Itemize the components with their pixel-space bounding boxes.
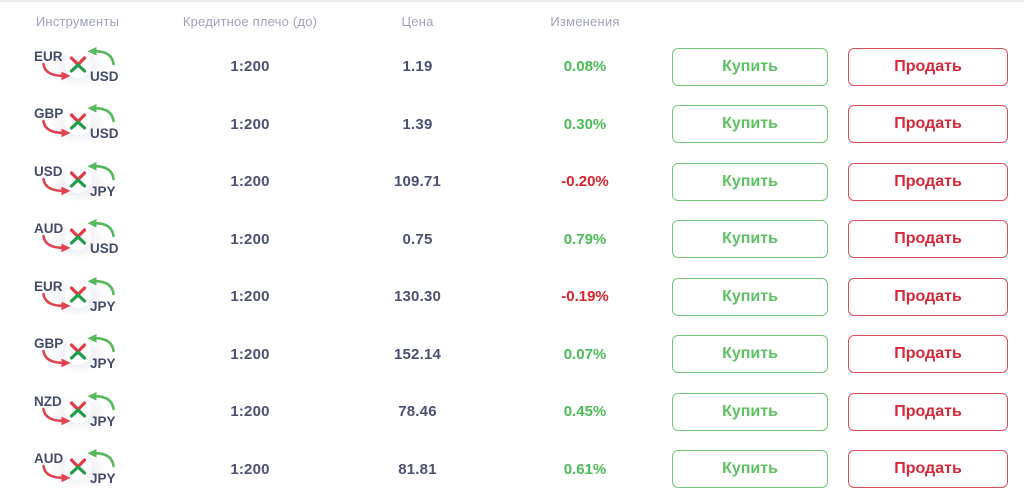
sell-button[interactable]: Продать (848, 392, 1008, 431)
leverage-value: 1:200 (230, 288, 270, 306)
table-row: AUD USD 1:200 0.75 0.79% Купить Продать (0, 211, 1024, 269)
change-value: 0.79% (563, 230, 607, 248)
instrument-cell: GBP JPY (0, 332, 165, 376)
base-currency-label: EUR (34, 279, 63, 294)
change-value: -0.19% (561, 288, 609, 306)
quote-currency-label: USD (90, 69, 119, 84)
change-value: 0.61% (563, 460, 607, 478)
change-value: -0.20% (561, 173, 609, 191)
sell-button[interactable]: Продать (848, 162, 1008, 201)
header-leverage: Кредитное плечо (до) (182, 13, 318, 29)
buy-button[interactable]: Купить (672, 162, 828, 201)
base-currency-label: EUR (34, 49, 63, 64)
buy-button[interactable]: Купить (672, 450, 828, 489)
currency-exchange-icon: GBP USD (34, 102, 119, 146)
quote-currency-label: JPY (90, 356, 116, 371)
buy-button[interactable]: Купить (672, 392, 828, 431)
table-row: USD JPY 1:200 109.71 -0.20% Купить Прода… (0, 153, 1024, 211)
quote-currency-label: USD (90, 126, 119, 141)
instrument-cell: AUD JPY (0, 447, 165, 491)
price-value: 81.81 (398, 460, 437, 478)
currency-exchange-icon: EUR USD (34, 45, 119, 89)
table-row: EUR JPY 1:200 130.30 -0.19% Купить Прода… (0, 268, 1024, 326)
quote-currency-label: JPY (90, 414, 116, 429)
instrument-cell: GBP USD (0, 102, 165, 146)
price-value: 78.46 (398, 403, 437, 421)
change-value: 0.45% (563, 403, 607, 421)
quote-currency-label: JPY (90, 471, 116, 486)
header-price: Цена (401, 13, 434, 29)
leverage-value: 1:200 (230, 230, 270, 248)
sell-button[interactable]: Продать (848, 335, 1008, 374)
quote-currency-label: JPY (90, 299, 116, 314)
table-row: AUD JPY 1:200 81.81 0.61% Купить Продать (0, 441, 1024, 498)
change-value: 0.07% (563, 345, 607, 363)
sell-button[interactable]: Продать (848, 47, 1008, 86)
base-currency-label: GBP (34, 106, 63, 121)
sell-button[interactable]: Продать (848, 277, 1008, 316)
currency-exchange-icon: AUD USD (34, 217, 119, 261)
base-currency-label: NZD (34, 394, 62, 409)
leverage-value: 1:200 (230, 460, 270, 478)
instrument-cell: AUD USD (0, 217, 165, 261)
base-currency-label: AUD (34, 451, 63, 466)
buy-button[interactable]: Купить (672, 220, 828, 259)
table-header-row: Инструменты Кредитное плечо (до) Цена Из… (0, 0, 1024, 38)
price-value: 152.14 (393, 345, 442, 363)
price-value: 109.71 (393, 173, 442, 191)
quote-currency-label: JPY (90, 184, 116, 199)
currency-exchange-icon: AUD JPY (34, 447, 116, 491)
price-value: 130.30 (393, 288, 442, 306)
table-row: EUR USD 1:200 1.19 0.08% Купить Продать (0, 38, 1024, 96)
header-instruments: Инструменты (35, 13, 120, 29)
change-value: 0.08% (563, 58, 607, 76)
currency-exchange-icon: GBP JPY (34, 332, 116, 376)
sell-button[interactable]: Продать (848, 220, 1008, 259)
sell-button[interactable]: Продать (848, 450, 1008, 489)
price-value: 1.39 (402, 115, 433, 133)
currency-exchange-icon: USD JPY (34, 160, 116, 204)
table-row: GBP USD 1:200 1.39 0.30% Купить Продать (0, 96, 1024, 154)
leverage-value: 1:200 (230, 58, 270, 76)
table-row: GBP JPY 1:200 152.14 0.07% Купить Продат… (0, 326, 1024, 384)
currency-exchange-icon: EUR JPY (34, 275, 116, 319)
sell-button[interactable]: Продать (848, 105, 1008, 144)
instrument-cell: EUR JPY (0, 275, 165, 319)
instrument-cell: NZD JPY (0, 390, 165, 434)
header-change: Изменения (550, 13, 620, 29)
price-value: 0.75 (402, 230, 433, 248)
leverage-value: 1:200 (230, 115, 270, 133)
instrument-cell: EUR USD (0, 45, 165, 89)
leverage-value: 1:200 (230, 403, 270, 421)
base-currency-label: GBP (34, 336, 63, 351)
buy-button[interactable]: Купить (672, 105, 828, 144)
table-row: NZD JPY 1:200 78.46 0.45% Купить Продать (0, 383, 1024, 441)
quote-currency-label: USD (90, 241, 119, 256)
currency-exchange-icon: NZD JPY (34, 390, 116, 434)
price-value: 1.19 (402, 58, 433, 76)
base-currency-label: AUD (34, 221, 63, 236)
buy-button[interactable]: Купить (672, 277, 828, 316)
card-top-edge (0, 0, 1024, 2)
buy-button[interactable]: Купить (672, 47, 828, 86)
buy-button[interactable]: Купить (672, 335, 828, 374)
base-currency-label: USD (34, 164, 63, 179)
instrument-cell: USD JPY (0, 160, 165, 204)
leverage-value: 1:200 (230, 345, 270, 363)
leverage-value: 1:200 (230, 173, 270, 191)
change-value: 0.30% (563, 115, 607, 133)
